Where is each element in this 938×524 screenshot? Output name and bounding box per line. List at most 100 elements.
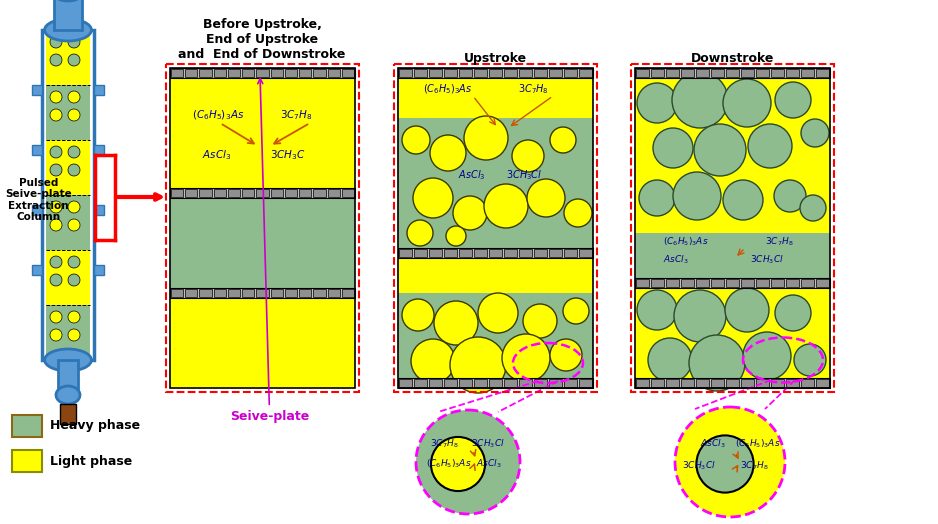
Text: $AsCl_3$: $AsCl_3$ xyxy=(202,148,232,162)
Bar xyxy=(444,379,457,387)
Bar xyxy=(398,68,593,78)
Circle shape xyxy=(50,311,62,323)
Bar xyxy=(801,69,814,77)
Circle shape xyxy=(434,301,478,345)
Bar xyxy=(398,258,593,293)
Bar xyxy=(429,249,442,257)
Circle shape xyxy=(563,298,589,324)
Bar xyxy=(170,288,355,298)
Bar xyxy=(12,415,42,437)
Bar xyxy=(185,189,198,197)
Bar xyxy=(214,289,226,297)
Bar xyxy=(696,279,709,287)
Bar xyxy=(519,249,532,257)
Bar xyxy=(170,198,355,288)
Bar xyxy=(651,279,664,287)
Bar xyxy=(816,379,829,387)
Bar xyxy=(681,69,694,77)
Text: Before Upstroke,
End of Upstroke
and  End of Downstroke: Before Upstroke, End of Upstroke and End… xyxy=(178,18,346,61)
Text: $(C_6H_5)_3As$: $(C_6H_5)_3As$ xyxy=(423,82,473,96)
Bar xyxy=(429,379,442,387)
Circle shape xyxy=(413,178,453,218)
Bar xyxy=(651,379,664,387)
Bar xyxy=(399,249,412,257)
Bar xyxy=(46,85,90,140)
Circle shape xyxy=(453,196,487,230)
Circle shape xyxy=(68,91,80,103)
Text: $3C_7H_8$: $3C_7H_8$ xyxy=(280,108,312,122)
Circle shape xyxy=(639,180,675,216)
Circle shape xyxy=(68,311,80,323)
Circle shape xyxy=(775,295,811,331)
Bar xyxy=(313,69,325,77)
Bar xyxy=(489,249,502,257)
Bar xyxy=(429,69,442,77)
Circle shape xyxy=(723,79,771,127)
Bar xyxy=(635,68,830,388)
Circle shape xyxy=(68,164,80,176)
Bar xyxy=(399,69,412,77)
Bar xyxy=(46,140,90,195)
Circle shape xyxy=(484,184,528,228)
Bar xyxy=(46,305,90,360)
Text: Seive-plate: Seive-plate xyxy=(230,79,310,423)
Bar xyxy=(635,288,830,378)
Ellipse shape xyxy=(53,0,83,1)
Bar xyxy=(549,379,562,387)
Bar xyxy=(32,205,42,215)
Text: $3C_7H_8$: $3C_7H_8$ xyxy=(518,82,549,96)
Text: $3CH_3C$: $3CH_3C$ xyxy=(270,148,306,162)
Bar xyxy=(327,289,340,297)
Bar xyxy=(579,249,592,257)
Ellipse shape xyxy=(45,19,91,41)
Text: $AsCl_3$: $AsCl_3$ xyxy=(700,438,726,451)
Ellipse shape xyxy=(56,386,80,404)
Circle shape xyxy=(523,304,557,338)
Bar xyxy=(504,249,517,257)
Circle shape xyxy=(50,274,62,286)
Bar xyxy=(489,69,502,77)
Bar xyxy=(46,30,90,85)
Bar xyxy=(726,69,739,77)
Circle shape xyxy=(800,195,826,221)
Bar xyxy=(12,450,42,472)
Bar xyxy=(341,189,354,197)
Bar xyxy=(271,189,283,197)
Circle shape xyxy=(637,290,677,330)
Bar xyxy=(32,265,42,275)
Text: $(C_6H_5)_3As$: $(C_6H_5)_3As$ xyxy=(192,108,244,122)
Circle shape xyxy=(801,119,829,147)
Circle shape xyxy=(512,140,544,172)
Circle shape xyxy=(478,293,518,333)
Bar xyxy=(504,69,517,77)
Circle shape xyxy=(675,407,785,517)
Bar xyxy=(94,265,104,275)
Text: $3C_7H_8$: $3C_7H_8$ xyxy=(430,437,459,450)
Bar xyxy=(185,289,198,297)
Text: $3CH_3Cl$: $3CH_3Cl$ xyxy=(750,254,784,267)
Text: $3CH_3Cl$: $3CH_3Cl$ xyxy=(471,437,505,450)
Circle shape xyxy=(637,83,677,123)
Bar xyxy=(171,189,183,197)
Bar xyxy=(801,279,814,287)
Bar xyxy=(681,379,694,387)
Circle shape xyxy=(794,344,826,376)
Circle shape xyxy=(50,219,62,231)
Bar xyxy=(635,278,830,288)
Bar xyxy=(635,78,830,233)
Bar xyxy=(564,249,577,257)
Circle shape xyxy=(50,109,62,121)
Circle shape xyxy=(402,299,434,331)
Bar xyxy=(741,279,754,287)
Bar xyxy=(285,289,297,297)
Circle shape xyxy=(689,335,745,391)
Circle shape xyxy=(68,201,80,213)
Bar xyxy=(816,69,829,77)
Text: $AsCl_3$: $AsCl_3$ xyxy=(458,168,486,182)
Text: Pulsed
Seive-plate
Extraction
Column: Pulsed Seive-plate Extraction Column xyxy=(5,178,71,222)
Circle shape xyxy=(50,36,62,48)
Bar xyxy=(711,69,724,77)
Circle shape xyxy=(50,164,62,176)
Bar xyxy=(549,69,562,77)
Bar xyxy=(816,279,829,287)
